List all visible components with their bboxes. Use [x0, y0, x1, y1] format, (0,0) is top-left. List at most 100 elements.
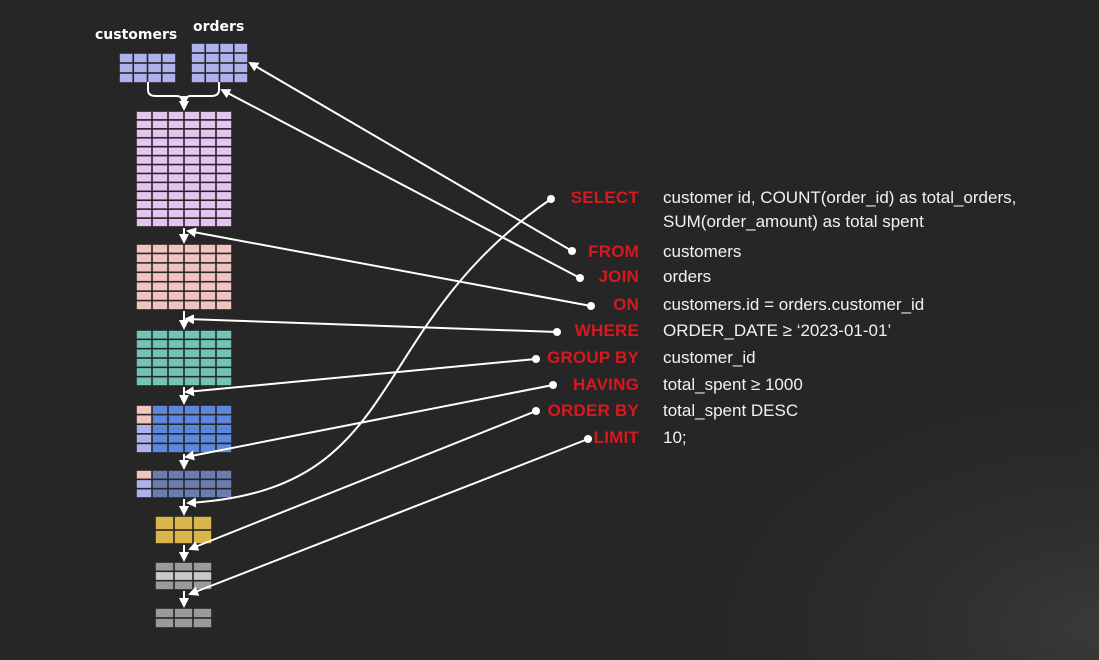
limited-table-cell	[174, 572, 193, 580]
where-filtered-table-cell	[200, 349, 216, 358]
where-filtered-table-cell	[184, 358, 200, 367]
orders-table-cell	[234, 43, 248, 53]
where-filtered-table-cell	[184, 377, 200, 386]
link-dot-limit	[584, 435, 592, 443]
grouped-table-cell	[184, 405, 200, 414]
orders-table-cell	[191, 73, 205, 83]
where-filtered-table-cell	[168, 358, 184, 367]
having-table-cell	[184, 489, 200, 498]
clause-text-select: customer id, COUNT(order_id) as total_or…	[663, 188, 1017, 207]
joined-table-cell	[152, 129, 168, 137]
clause-text-on: customers.id = orders.customer_id	[663, 295, 925, 314]
joined-table-cell	[184, 174, 200, 182]
link-arrow-select	[186, 198, 552, 508]
having-table-cell	[200, 480, 216, 488]
on-filtered-table-cell	[184, 244, 200, 253]
joined-table-cell	[152, 138, 168, 146]
joined-table-cell	[200, 129, 216, 137]
grouped-table-cell	[216, 415, 232, 424]
ordered-table-cell	[155, 530, 174, 544]
joined-table-cell	[152, 218, 168, 227]
joined-table-cell	[152, 174, 168, 182]
on-filtered-table-cell	[136, 301, 152, 310]
where-filtered-table-cell	[216, 340, 232, 348]
limited-table-cell	[155, 572, 174, 580]
on-filtered-table-cell	[136, 282, 152, 291]
joined-table-cell	[216, 156, 232, 164]
joined-table-cell	[216, 174, 232, 182]
on-filtered-table-cell	[136, 273, 152, 281]
where-filtered-table-cell	[216, 358, 232, 367]
grouped-table-cell	[184, 434, 200, 443]
on-filtered-table-cell	[152, 282, 168, 291]
joined-table-cell	[168, 174, 184, 182]
keyword-having: HAVING	[572, 375, 639, 394]
customers-table-cell	[148, 53, 161, 63]
joined-table-cell	[216, 111, 232, 120]
limited-table-cell	[193, 581, 212, 590]
joined-table-cell	[168, 156, 184, 164]
customers-table-cell	[134, 73, 147, 83]
grouped-table-cell	[168, 415, 184, 424]
where-filtered-table-cell	[200, 358, 216, 367]
having-table-cell	[136, 480, 152, 488]
customers-table-cell	[148, 73, 161, 83]
clause-text-select: SUM(order_amount) as total spent	[663, 212, 924, 231]
keyword-limit: LIMIT	[593, 428, 639, 447]
joined-table-cell	[216, 201, 232, 209]
grouped-table-cell	[152, 444, 168, 453]
joined-table-cell	[184, 138, 200, 146]
having-table-cell	[168, 489, 184, 498]
on-filtered-table-cell	[168, 273, 184, 281]
grouped-table-cell	[200, 425, 216, 433]
orders-table-cell	[206, 43, 219, 53]
orders-table-cell	[206, 53, 219, 63]
link-dot-select	[547, 195, 555, 203]
on-filtered-table-cell	[216, 254, 232, 263]
grouped-table-cell	[136, 444, 152, 453]
on-filtered-table-cell	[152, 263, 168, 272]
where-filtered-table-cell	[152, 340, 168, 348]
final-result-table-cell	[174, 618, 193, 628]
link-arrow-join	[220, 89, 581, 279]
where-filtered-table-cell	[152, 330, 168, 339]
joined-table-cell	[168, 201, 184, 209]
on-filtered-table-cell	[136, 263, 152, 272]
ordered-table-cell	[174, 530, 193, 544]
having-table-cell	[152, 480, 168, 488]
joined-table-cell	[184, 147, 200, 155]
orders-table-cell	[191, 63, 205, 73]
where-filtered-table-cell	[168, 377, 184, 386]
ordered-table-cell	[193, 516, 212, 530]
customers-table-cell	[119, 73, 133, 83]
where-filtered-table	[136, 330, 232, 386]
joined-table-cell	[184, 183, 200, 191]
on-filtered-table-cell	[184, 291, 200, 300]
on-filtered-table-cell	[168, 291, 184, 300]
on-filtered-table	[136, 244, 232, 310]
grouped-table-cell	[184, 425, 200, 433]
where-filtered-table-cell	[168, 349, 184, 358]
where-filtered-table-cell	[168, 340, 184, 348]
ordered-table	[155, 516, 212, 544]
joined-table-cell	[168, 111, 184, 120]
orders-table	[191, 43, 248, 83]
where-filtered-table-cell	[168, 330, 184, 339]
link-dot-on	[587, 302, 595, 310]
grouped-table-cell	[200, 444, 216, 453]
on-filtered-table-cell	[216, 301, 232, 310]
joined-table-cell	[216, 183, 232, 191]
link-arrow-on	[186, 227, 592, 307]
grouped-table-cell	[152, 415, 168, 424]
ordered-table-cell	[155, 516, 174, 530]
where-filtered-table-cell	[152, 377, 168, 386]
joined-table-cell	[136, 156, 152, 164]
grouped-table-cell	[152, 425, 168, 433]
link-dot-join	[576, 274, 584, 282]
orders-table-cell	[206, 73, 219, 83]
where-filtered-table-cell	[216, 368, 232, 376]
flow-arrows-layer	[147, 82, 220, 608]
keyword-on: ON	[613, 295, 639, 314]
grouped-table-cell	[168, 434, 184, 443]
keyword-select: SELECT	[570, 188, 639, 207]
